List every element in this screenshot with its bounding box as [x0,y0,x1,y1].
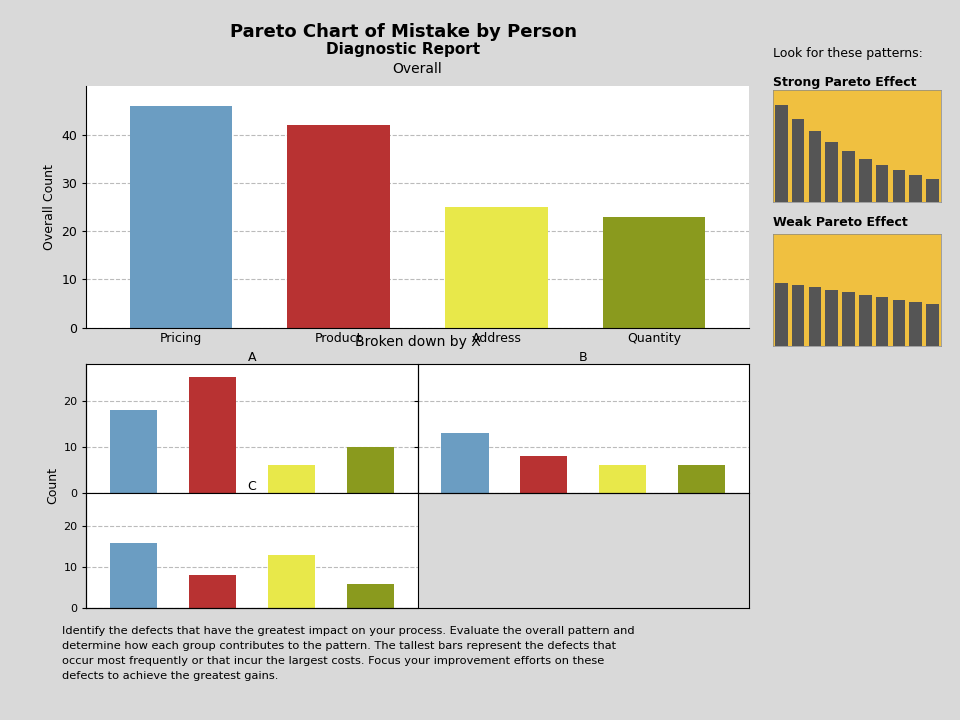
Bar [287,125,390,328]
Text: Broken down by X: Broken down by X [355,336,480,349]
Bar [792,119,804,202]
Bar [603,217,706,328]
Title: A: A [248,351,256,364]
Y-axis label: Overall Count: Overall Count [43,164,56,250]
Bar [268,555,315,608]
Bar [110,410,157,493]
Bar [347,584,394,608]
Bar [678,465,725,493]
Bar [110,543,157,608]
Bar [189,575,236,608]
Bar [893,171,905,202]
Bar [599,465,646,493]
Bar [520,456,567,493]
Bar [792,285,804,346]
Bar [859,158,872,202]
Text: Count: Count [46,467,60,505]
Text: Diagnostic Report: Diagnostic Report [326,42,480,57]
Bar [775,282,787,346]
Text: Identify the defects that have the greatest impact on your process. Evaluate the: Identify the defects that have the great… [62,626,635,681]
Title: B: B [579,351,588,364]
Bar [909,175,922,202]
Text: Weak Pareto Effect: Weak Pareto Effect [773,216,907,229]
Title: C: C [248,480,256,493]
Bar [445,207,548,328]
Bar [876,297,888,346]
Bar [909,302,922,346]
Bar [442,433,489,493]
Text: Overall: Overall [393,62,443,76]
Bar [842,292,854,346]
Bar [808,287,821,346]
Text: Pareto Chart of Mistake by Person: Pareto Chart of Mistake by Person [229,23,577,41]
Bar [893,300,905,346]
Text: Strong Pareto Effect: Strong Pareto Effect [773,76,916,89]
Bar [130,106,232,328]
Bar [842,151,854,202]
Bar [826,289,838,346]
Bar [189,377,236,493]
Bar [826,142,838,202]
Bar [808,132,821,202]
Bar [859,294,872,346]
Bar [775,104,787,202]
Text: Look for these patterns:: Look for these patterns: [773,47,923,60]
Bar [926,179,939,202]
Bar [347,447,394,493]
Bar [268,465,315,493]
Bar [926,305,939,346]
Bar [876,165,888,202]
